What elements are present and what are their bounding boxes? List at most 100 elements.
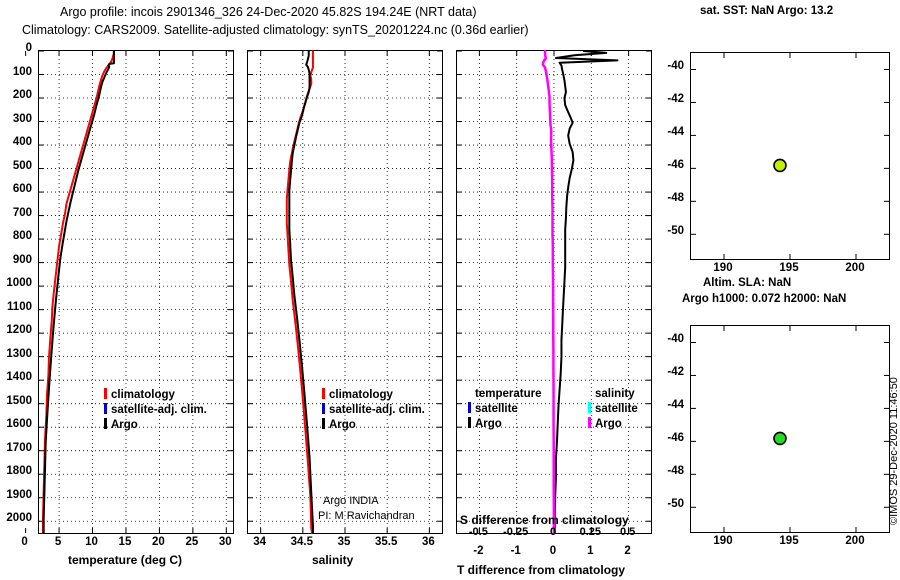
map-ytick-label: -40 — [667, 333, 684, 346]
legend-item: Argo — [322, 418, 425, 431]
map-top-ytick-labels: -40 -42 -44 -46 -48 -50 — [660, 52, 688, 260]
map-bottom-plot — [691, 326, 889, 532]
salinity-xtick-labels: 34 34.5 35 35.5 36 — [247, 536, 443, 552]
map-ytick-label: -40 — [667, 60, 684, 73]
difference-t-tick-label: 0 — [549, 545, 557, 557]
legend-swatch-satellite-adj — [104, 403, 107, 414]
difference-t-tick-label: 2 — [624, 545, 631, 557]
legend-item: Argo — [104, 418, 207, 431]
map-xtick-label: 200 — [845, 535, 865, 547]
legend-item: Argo — [588, 417, 638, 430]
map-ytick-label: -42 — [667, 93, 684, 106]
map-top-title: sat. SST: NaN Argo: 13.2 — [700, 5, 834, 17]
temperature-ytick-label: 1600 — [6, 418, 32, 431]
map-xtick-label: 200 — [845, 262, 865, 274]
temperature-ytick-label: 1000 — [6, 277, 32, 290]
salinity-xtick-label: 35.5 — [374, 536, 398, 548]
temperature-xtick-label: 15 — [118, 536, 132, 548]
map-ytick-label: -46 — [667, 432, 684, 445]
temperature-xtick-labels: 0 5 10 15 20 25 30 — [21, 536, 234, 552]
map-bottom-ytick-labels: -40 -42 -44 -46 -48 -50 — [660, 325, 688, 533]
difference-t-tick-labels: -2 -1 0 1 2 — [456, 545, 652, 559]
imos-credit: ©IMOS 29-Dec-2020 11:46:50 — [888, 377, 900, 525]
temperature-ytick-label: 200 — [12, 89, 32, 102]
title-line-2: Climatology: CARS2009. Satellite-adjuste… — [22, 23, 529, 37]
temperature-ytick-label: 1900 — [6, 488, 32, 501]
temperature-xtick-label: 25 — [185, 536, 199, 548]
difference-panel — [456, 49, 652, 535]
legend-item: climatology — [322, 388, 425, 401]
legend-swatch-satellite-adj — [322, 403, 325, 414]
map-bottom-title: Argo h1000: 0.072 h2000: NaN — [682, 293, 847, 305]
temperature-ytick-label: 1500 — [6, 394, 32, 407]
legend-item: satellite — [468, 402, 541, 415]
difference-t-tick-label: -1 — [510, 545, 521, 557]
title-line-1: Argo profile: incois 2901346_326 24-Dec-… — [60, 5, 477, 19]
temperature-xtick-label: 10 — [85, 536, 98, 548]
map-xtick-label: 195 — [779, 535, 799, 547]
salinity-xtick-label: 34.5 — [290, 536, 313, 548]
temperature-ytick-label: 2000 — [6, 512, 32, 525]
temperature-ytick-label: 100 — [12, 65, 32, 78]
difference-s-tick-label: 0.5 — [619, 526, 636, 538]
temperature-ytick-label: 1800 — [6, 465, 32, 478]
salinity-xtick-label: 35 — [337, 536, 351, 548]
temperature-ytick-label: 800 — [12, 230, 32, 243]
legend-swatch-argo — [104, 418, 107, 429]
difference-s-tick-label: -0.25 — [503, 526, 529, 538]
temperature-ytick-label: 1200 — [6, 324, 32, 337]
temperature-ytick-label: 1300 — [6, 347, 32, 360]
salinity-axis-label: salinity — [312, 553, 354, 567]
legend-item: satellite-adj. clim. — [104, 403, 207, 416]
legend-item: Argo — [468, 417, 541, 430]
difference-t-tick-label: -2 — [473, 545, 484, 557]
map-top-caption: Altim. SLA: NaN — [703, 277, 792, 289]
legend-swatch-satellite — [468, 402, 471, 413]
salinity-legend: climatology satellite-adj. clim. Argo — [322, 388, 425, 431]
map-ytick-label: -50 — [667, 225, 684, 238]
difference-legend-temperature: temperature satellite Argo — [468, 388, 541, 430]
map-xtick-label: 190 — [713, 535, 733, 547]
map-ytick-label: -44 — [667, 399, 684, 412]
temperature-legend: climatology satellite-adj. clim. Argo — [104, 388, 207, 431]
salinity-xtick-label: 36 — [421, 536, 435, 548]
map-ytick-label: -48 — [667, 192, 684, 205]
legend-item: satellite — [588, 402, 638, 415]
salinity-xtick-label: 34 — [253, 536, 267, 548]
temperature-difference-axis-label: T difference from climatology — [457, 563, 626, 577]
argo-country-annotation: Argo INDIA — [323, 495, 379, 507]
temperature-ytick-label: 1700 — [6, 441, 32, 454]
legend-item: climatology — [104, 388, 207, 401]
map-top-panel — [690, 52, 890, 260]
difference-s-tick-label: 0 — [549, 526, 557, 538]
temperature-plot — [25, 50, 233, 534]
temperature-ytick-label: 1100 — [7, 300, 32, 313]
legend-swatch-climatology — [104, 388, 107, 399]
difference-legend-salinity: salinity satellite Argo — [588, 388, 638, 430]
legend-title-salinity: salinity — [595, 388, 635, 400]
map-top-xtick-labels: 190 195 200 — [690, 262, 890, 276]
difference-s-tick-label: 0.25 — [579, 526, 601, 538]
map-ytick-label: -44 — [667, 126, 684, 139]
map-bottom-xtick-labels: 190 195 200 — [690, 535, 890, 549]
difference-t-tick-label: 1 — [587, 545, 594, 557]
temperature-ytick-label: 300 — [12, 112, 32, 125]
temperature-ytick-labels: 0 100 200 300 400 500 600 700 800 900 1000 1100 1200… — [0, 42, 36, 534]
legend-swatch-argo — [588, 417, 591, 428]
salinity-plot — [248, 50, 442, 534]
difference-s-tick-label: -0.5 — [468, 526, 488, 538]
legend-swatch-climatology — [322, 388, 325, 399]
map-ytick-label: -50 — [667, 498, 684, 511]
legend-title-temperature: temperature — [475, 388, 542, 400]
difference-s-tick-labels: -0.5 -0.25 0 0.25 0.5 — [456, 526, 652, 540]
map-xtick-label: 190 — [713, 262, 733, 274]
temperature-ytick-label: 400 — [12, 136, 32, 149]
temperature-xtick-label: 0 — [21, 536, 28, 548]
map-ytick-label: -48 — [667, 465, 684, 478]
temperature-ytick-label: 500 — [12, 159, 32, 172]
map-ytick-label: -46 — [667, 159, 684, 172]
temperature-axis-label: temperature (deg C) — [68, 553, 183, 567]
map-ytick-label: -42 — [667, 366, 684, 379]
temperature-ytick-label: 600 — [12, 183, 32, 196]
legend-item: satellite-adj. clim. — [322, 403, 425, 416]
